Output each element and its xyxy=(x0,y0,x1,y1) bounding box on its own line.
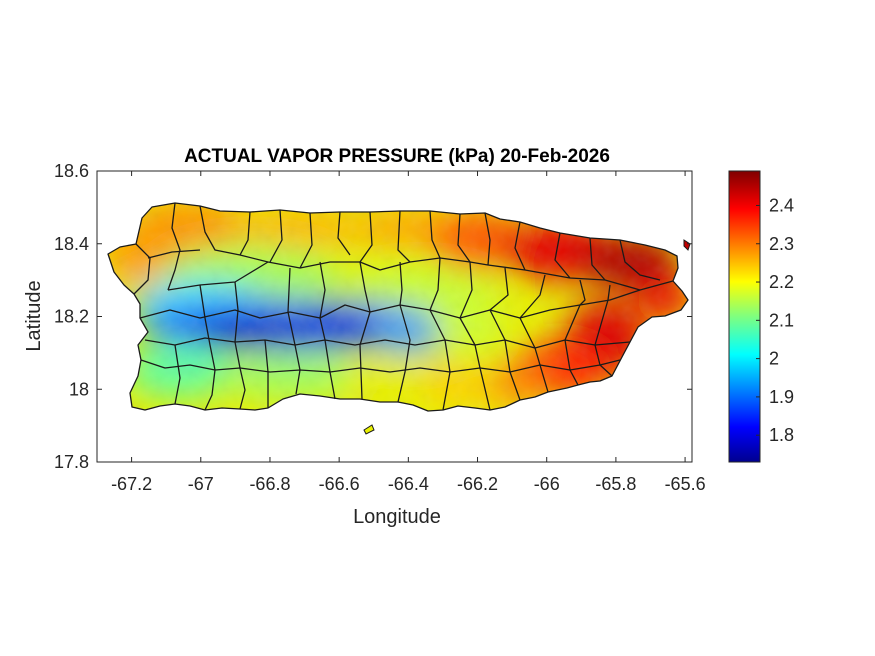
border-line xyxy=(167,257,674,291)
border-line xyxy=(359,261,371,400)
colorbar-tick-label: 1.8 xyxy=(769,425,794,445)
x-tick-label: -66 xyxy=(534,474,560,494)
offshore-island xyxy=(683,239,691,251)
border-line xyxy=(144,337,631,349)
chart-title: ACTUAL VAPOR PRESSURE (kPa) 20-Feb-2026 xyxy=(184,146,610,167)
y-tick-label: 18 xyxy=(69,379,89,399)
border-line xyxy=(397,261,411,403)
colorbar-tick-label: 2.3 xyxy=(769,234,794,254)
colorbar-tick-label: 1.9 xyxy=(769,387,794,407)
border-line xyxy=(484,212,491,266)
x-tick-label: -66.8 xyxy=(249,474,290,494)
y-tick-label: 18.2 xyxy=(54,307,89,327)
colorbar-tick-label: 2.2 xyxy=(769,272,794,292)
x-tick-label: -66.4 xyxy=(388,474,429,494)
x-axis-label: Longitude xyxy=(353,506,441,528)
border-line xyxy=(594,284,613,377)
border-line xyxy=(619,239,661,281)
x-tick-label: -67.2 xyxy=(111,474,152,494)
border-line xyxy=(514,221,526,271)
y-tick-label: 17.8 xyxy=(54,452,89,472)
x-tick-label: -65.8 xyxy=(595,474,636,494)
border-line xyxy=(359,211,373,263)
border-line xyxy=(147,249,201,259)
border-line xyxy=(397,210,411,263)
border-line xyxy=(139,289,641,319)
y-tick-label: 18.4 xyxy=(54,234,89,254)
border-line xyxy=(199,205,269,263)
colorbar-ticks: 2.4 2.3 2.2 2.1 2 1.9 1.8 xyxy=(756,195,794,445)
border-line xyxy=(319,261,336,400)
border-line xyxy=(287,267,301,395)
colorbar-tick-label: 2.1 xyxy=(769,310,794,330)
border-line xyxy=(429,257,451,411)
x-tick-label: -67 xyxy=(188,474,214,494)
border-line xyxy=(489,267,521,401)
border-line xyxy=(299,212,313,269)
y-tick-label: 18.6 xyxy=(54,161,89,181)
border-line xyxy=(554,232,571,279)
border-line xyxy=(234,281,246,410)
border-line xyxy=(459,261,491,411)
border-line xyxy=(174,344,181,405)
x-tick-label: -65.6 xyxy=(665,474,706,494)
border-line xyxy=(589,237,606,281)
border-line xyxy=(199,284,216,411)
border-line xyxy=(337,211,351,256)
colorbar-tick-label: 2 xyxy=(769,349,779,369)
border-line xyxy=(167,202,181,291)
border-line xyxy=(264,339,269,408)
border-line xyxy=(239,211,251,256)
border-line xyxy=(429,210,441,259)
border-line xyxy=(564,279,586,386)
border-line xyxy=(457,213,471,263)
y-axis-label: Latitude xyxy=(23,280,45,351)
colorbar-tick-label: 2.4 xyxy=(769,195,794,215)
border-line xyxy=(140,359,621,373)
border-line xyxy=(133,243,151,295)
border-line xyxy=(519,274,549,393)
border-line xyxy=(269,209,283,263)
y-axis: 18.6 18.4 18.2 18 17.8 xyxy=(54,161,692,472)
offshore-island xyxy=(363,424,375,435)
x-axis: -67.2 -67 -66.8 -66.6 -66.4 -66.2 -66 -65.8 -65.… xyxy=(111,171,706,494)
x-tick-label: -66.6 xyxy=(319,474,360,494)
x-tick-label: -66.2 xyxy=(457,474,498,494)
colorbar xyxy=(728,170,761,463)
municipality-borders xyxy=(107,202,689,412)
